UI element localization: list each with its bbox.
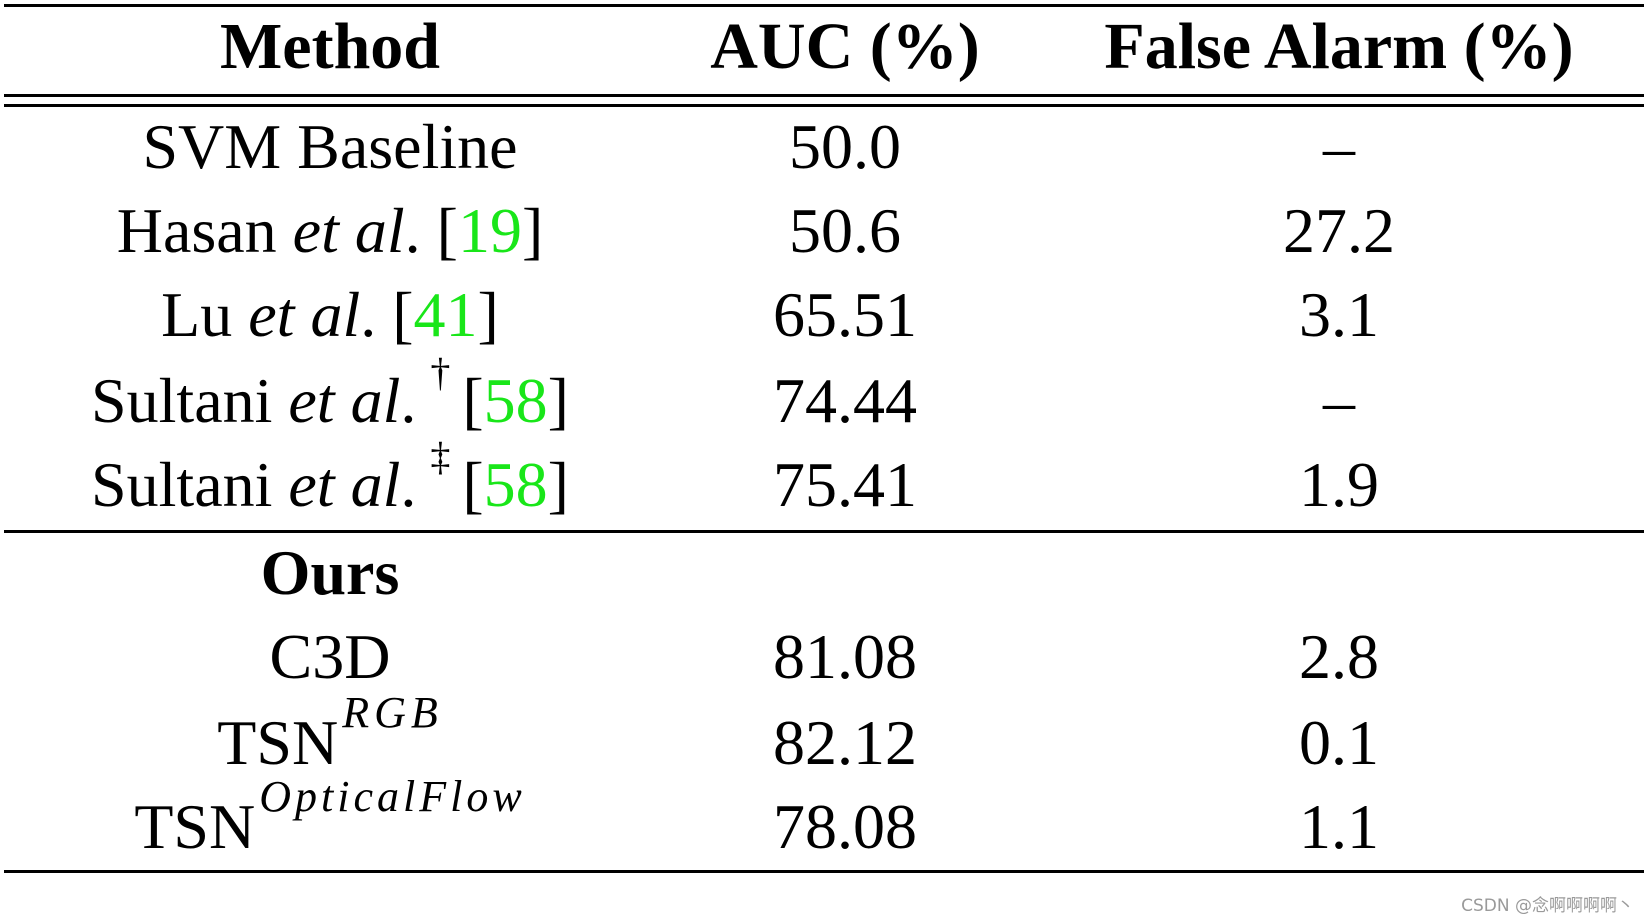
- method-cell: SVM Baseline: [0, 102, 660, 192]
- top-rule: [4, 4, 1644, 7]
- table-row: Sultani et al. †[58] 74.44 –: [0, 350, 1648, 446]
- header-false-alarm: False Alarm (%): [1104, 10, 1574, 83]
- et-al: et al: [288, 449, 401, 520]
- table-row: TSN OpticalFlow 78.08 1.1: [0, 775, 1648, 872]
- et-al-dot: .: [360, 279, 377, 350]
- method-name: TSN: [134, 791, 256, 862]
- method-cell: Hasan et al. [19]: [116, 195, 544, 266]
- method-superscript: RGB: [342, 688, 443, 737]
- bottom-rule: [4, 870, 1644, 873]
- et-al-dot: .: [400, 365, 417, 436]
- watermark: CSDN @念啊啊啊啊丶: [1461, 896, 1634, 916]
- table-row: TSN RGB 82.12 0.1: [0, 691, 1648, 788]
- et-al: et al: [288, 365, 401, 436]
- method-cell: Sultani et al. ‡[58]: [91, 434, 569, 520]
- auc-cell: 81.08: [773, 621, 917, 692]
- double-dagger-mark: ‡: [430, 434, 451, 479]
- false-alarm-cell: –: [1323, 111, 1355, 182]
- method-cell: C3D: [0, 612, 660, 702]
- group-label: Ours: [260, 537, 400, 608]
- false-alarm-cell: –: [1323, 365, 1355, 436]
- header-auc: AUC (%): [710, 10, 980, 83]
- citation-link[interactable]: 58: [483, 365, 548, 436]
- false-alarm-cell: 0.1: [1299, 707, 1379, 778]
- false-alarm-cell: 3.1: [1299, 279, 1379, 350]
- table-row: Lu et al. [41] 65.51 3.1: [0, 270, 1648, 360]
- method-cell: TSN OpticalFlow: [0, 775, 660, 872]
- method-cell: Lu et al. [41]: [161, 279, 499, 350]
- auc-cell: 50.6: [789, 195, 901, 266]
- header-row: Method AUC (%) False Alarm (%): [0, 2, 1648, 92]
- citation-link[interactable]: 41: [413, 279, 478, 350]
- et-al-dot: .: [400, 449, 417, 520]
- auc-cell: 65.51: [773, 279, 917, 350]
- method-name: Hasan: [116, 195, 277, 266]
- et-al: et al: [292, 195, 405, 266]
- auc-cell: 78.08: [773, 791, 917, 862]
- method-name: Sultani: [91, 365, 273, 436]
- table-row: Sultani et al. ‡[58] 75.41 1.9: [0, 434, 1648, 530]
- auc-cell: 75.41: [773, 449, 917, 520]
- mid-rule: [4, 530, 1644, 533]
- false-alarm-cell: 2.8: [1299, 621, 1379, 692]
- dagger-mark: †: [430, 350, 451, 395]
- header-method: Method: [220, 10, 440, 83]
- group-label-row: Ours: [0, 528, 1648, 618]
- false-alarm-cell: 27.2: [1283, 195, 1395, 266]
- false-alarm-cell: 1.1: [1299, 791, 1379, 862]
- method-cell: Sultani et al. †[58]: [91, 350, 569, 436]
- citation-link[interactable]: 19: [457, 195, 522, 266]
- et-al: et al: [248, 279, 361, 350]
- method-name: C3D: [269, 621, 391, 692]
- table-row: C3D 81.08 2.8: [0, 612, 1648, 702]
- method-name: Sultani: [91, 449, 273, 520]
- auc-cell: 82.12: [773, 707, 917, 778]
- false-alarm-cell: 1.9: [1299, 449, 1379, 520]
- method-name: TSN: [217, 707, 339, 778]
- method-superscript: OpticalFlow: [259, 772, 526, 821]
- auc-cell: 74.44: [773, 365, 917, 436]
- table-row: SVM Baseline 50.0 –: [0, 102, 1648, 192]
- method-name: Lu: [161, 279, 233, 350]
- auc-cell: 50.0: [789, 111, 901, 182]
- table-row: Hasan et al. [19] 50.6 27.2: [0, 186, 1648, 276]
- header-rule-upper: [4, 94, 1644, 97]
- citation-link[interactable]: 58: [483, 449, 548, 520]
- method-cell: TSN RGB: [0, 691, 660, 788]
- header-rule-lower: [4, 104, 1644, 107]
- et-al-dot: .: [404, 195, 421, 266]
- method-name: SVM Baseline: [142, 111, 518, 182]
